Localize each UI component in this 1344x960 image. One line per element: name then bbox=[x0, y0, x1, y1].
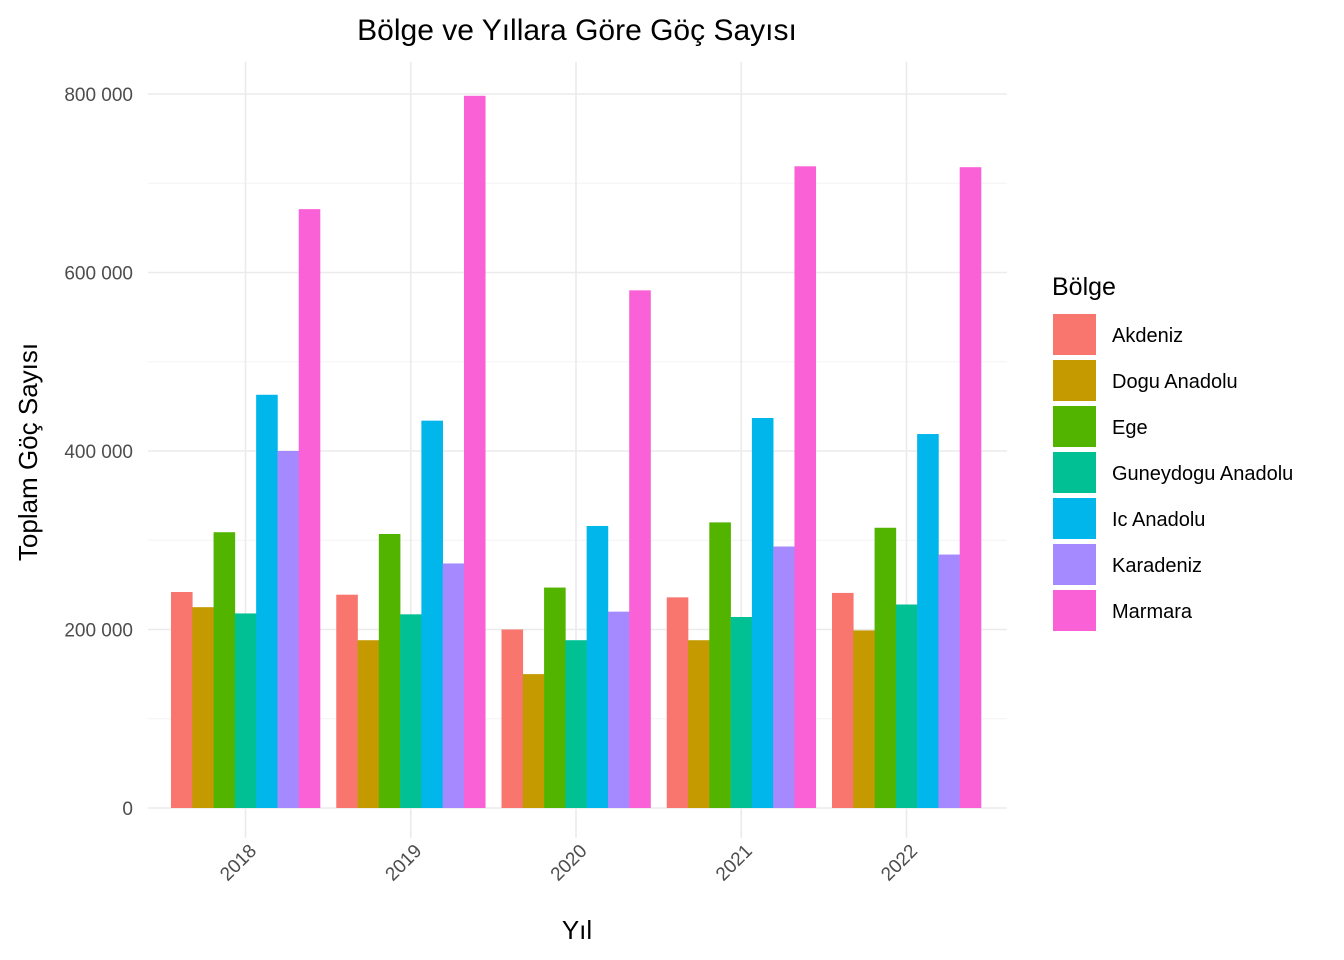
legend-swatch bbox=[1053, 544, 1096, 585]
bar bbox=[773, 546, 795, 808]
legend-label: Guneydogu Anadolu bbox=[1112, 463, 1293, 485]
bar bbox=[421, 420, 443, 808]
bar bbox=[666, 597, 689, 808]
bar bbox=[874, 527, 897, 808]
bar bbox=[730, 617, 753, 808]
bar bbox=[607, 611, 630, 808]
bar bbox=[501, 629, 524, 808]
bar bbox=[586, 525, 609, 808]
y-tick-label: 800 000 bbox=[64, 85, 133, 106]
bar bbox=[709, 522, 731, 808]
bar bbox=[629, 290, 651, 809]
bar bbox=[917, 434, 939, 808]
bar bbox=[213, 532, 236, 808]
x-tick-label: 2018 bbox=[216, 841, 261, 886]
legend-label: Ege bbox=[1112, 417, 1148, 439]
y-tick-label: 400 000 bbox=[64, 442, 133, 463]
x-tick-label: 2020 bbox=[547, 841, 592, 886]
bar bbox=[959, 167, 982, 808]
bar bbox=[463, 95, 486, 808]
bar bbox=[442, 563, 465, 808]
y-tick-label: 600 000 bbox=[64, 264, 133, 285]
legend-label: Marmara bbox=[1112, 601, 1193, 623]
bar bbox=[832, 592, 854, 808]
bar bbox=[751, 417, 774, 808]
legend: Bölge Akdeniz Dogu Anadolu Ege Guneydogu An… bbox=[1052, 273, 1293, 631]
legend-label: Akdeniz bbox=[1112, 325, 1183, 347]
chart-title: Bölge ve Yıllara Göre Göç Sayısı bbox=[357, 14, 797, 47]
bar bbox=[378, 534, 401, 808]
legend-title: Bölge bbox=[1052, 273, 1116, 301]
legend-label: Dogu Anadolu bbox=[1112, 371, 1238, 393]
y-axis-title: Toplam Göç Sayısı bbox=[13, 343, 43, 561]
bar bbox=[298, 209, 321, 808]
bar bbox=[357, 640, 380, 808]
legend-swatch bbox=[1053, 406, 1096, 447]
legend-swatch bbox=[1053, 360, 1096, 401]
bar bbox=[171, 592, 193, 808]
bar bbox=[794, 166, 817, 809]
bar bbox=[688, 640, 710, 808]
x-axis-ticks: 2018 2019 2020 2021 2022 bbox=[216, 841, 922, 886]
bar bbox=[853, 630, 875, 808]
y-axis-ticks: 0 200 000 400 000 600 000 800 000 bbox=[64, 85, 133, 820]
legend-swatch bbox=[1053, 590, 1096, 631]
legend-swatch bbox=[1053, 452, 1096, 493]
bar bbox=[544, 587, 566, 808]
legend-swatch bbox=[1053, 498, 1096, 539]
x-axis-title: Yıl bbox=[562, 915, 592, 945]
bar bbox=[938, 554, 961, 808]
x-tick-label: 2019 bbox=[382, 841, 427, 886]
bar bbox=[234, 613, 257, 808]
y-tick-label: 0 bbox=[122, 799, 133, 820]
bar bbox=[256, 394, 278, 808]
x-tick-label: 2022 bbox=[877, 841, 922, 886]
bar bbox=[192, 607, 214, 808]
bar bbox=[895, 604, 918, 808]
x-tick-label: 2021 bbox=[712, 841, 757, 886]
legend-label: Karadeniz bbox=[1112, 555, 1202, 577]
bars bbox=[171, 95, 982, 809]
bar bbox=[522, 674, 545, 808]
bar bbox=[336, 594, 358, 808]
legend-swatch bbox=[1053, 314, 1096, 355]
bar bbox=[565, 640, 587, 808]
legend-label: Ic Anadolu bbox=[1112, 509, 1205, 531]
bar bbox=[277, 451, 300, 808]
y-tick-label: 200 000 bbox=[64, 621, 133, 642]
bar bbox=[400, 614, 422, 808]
